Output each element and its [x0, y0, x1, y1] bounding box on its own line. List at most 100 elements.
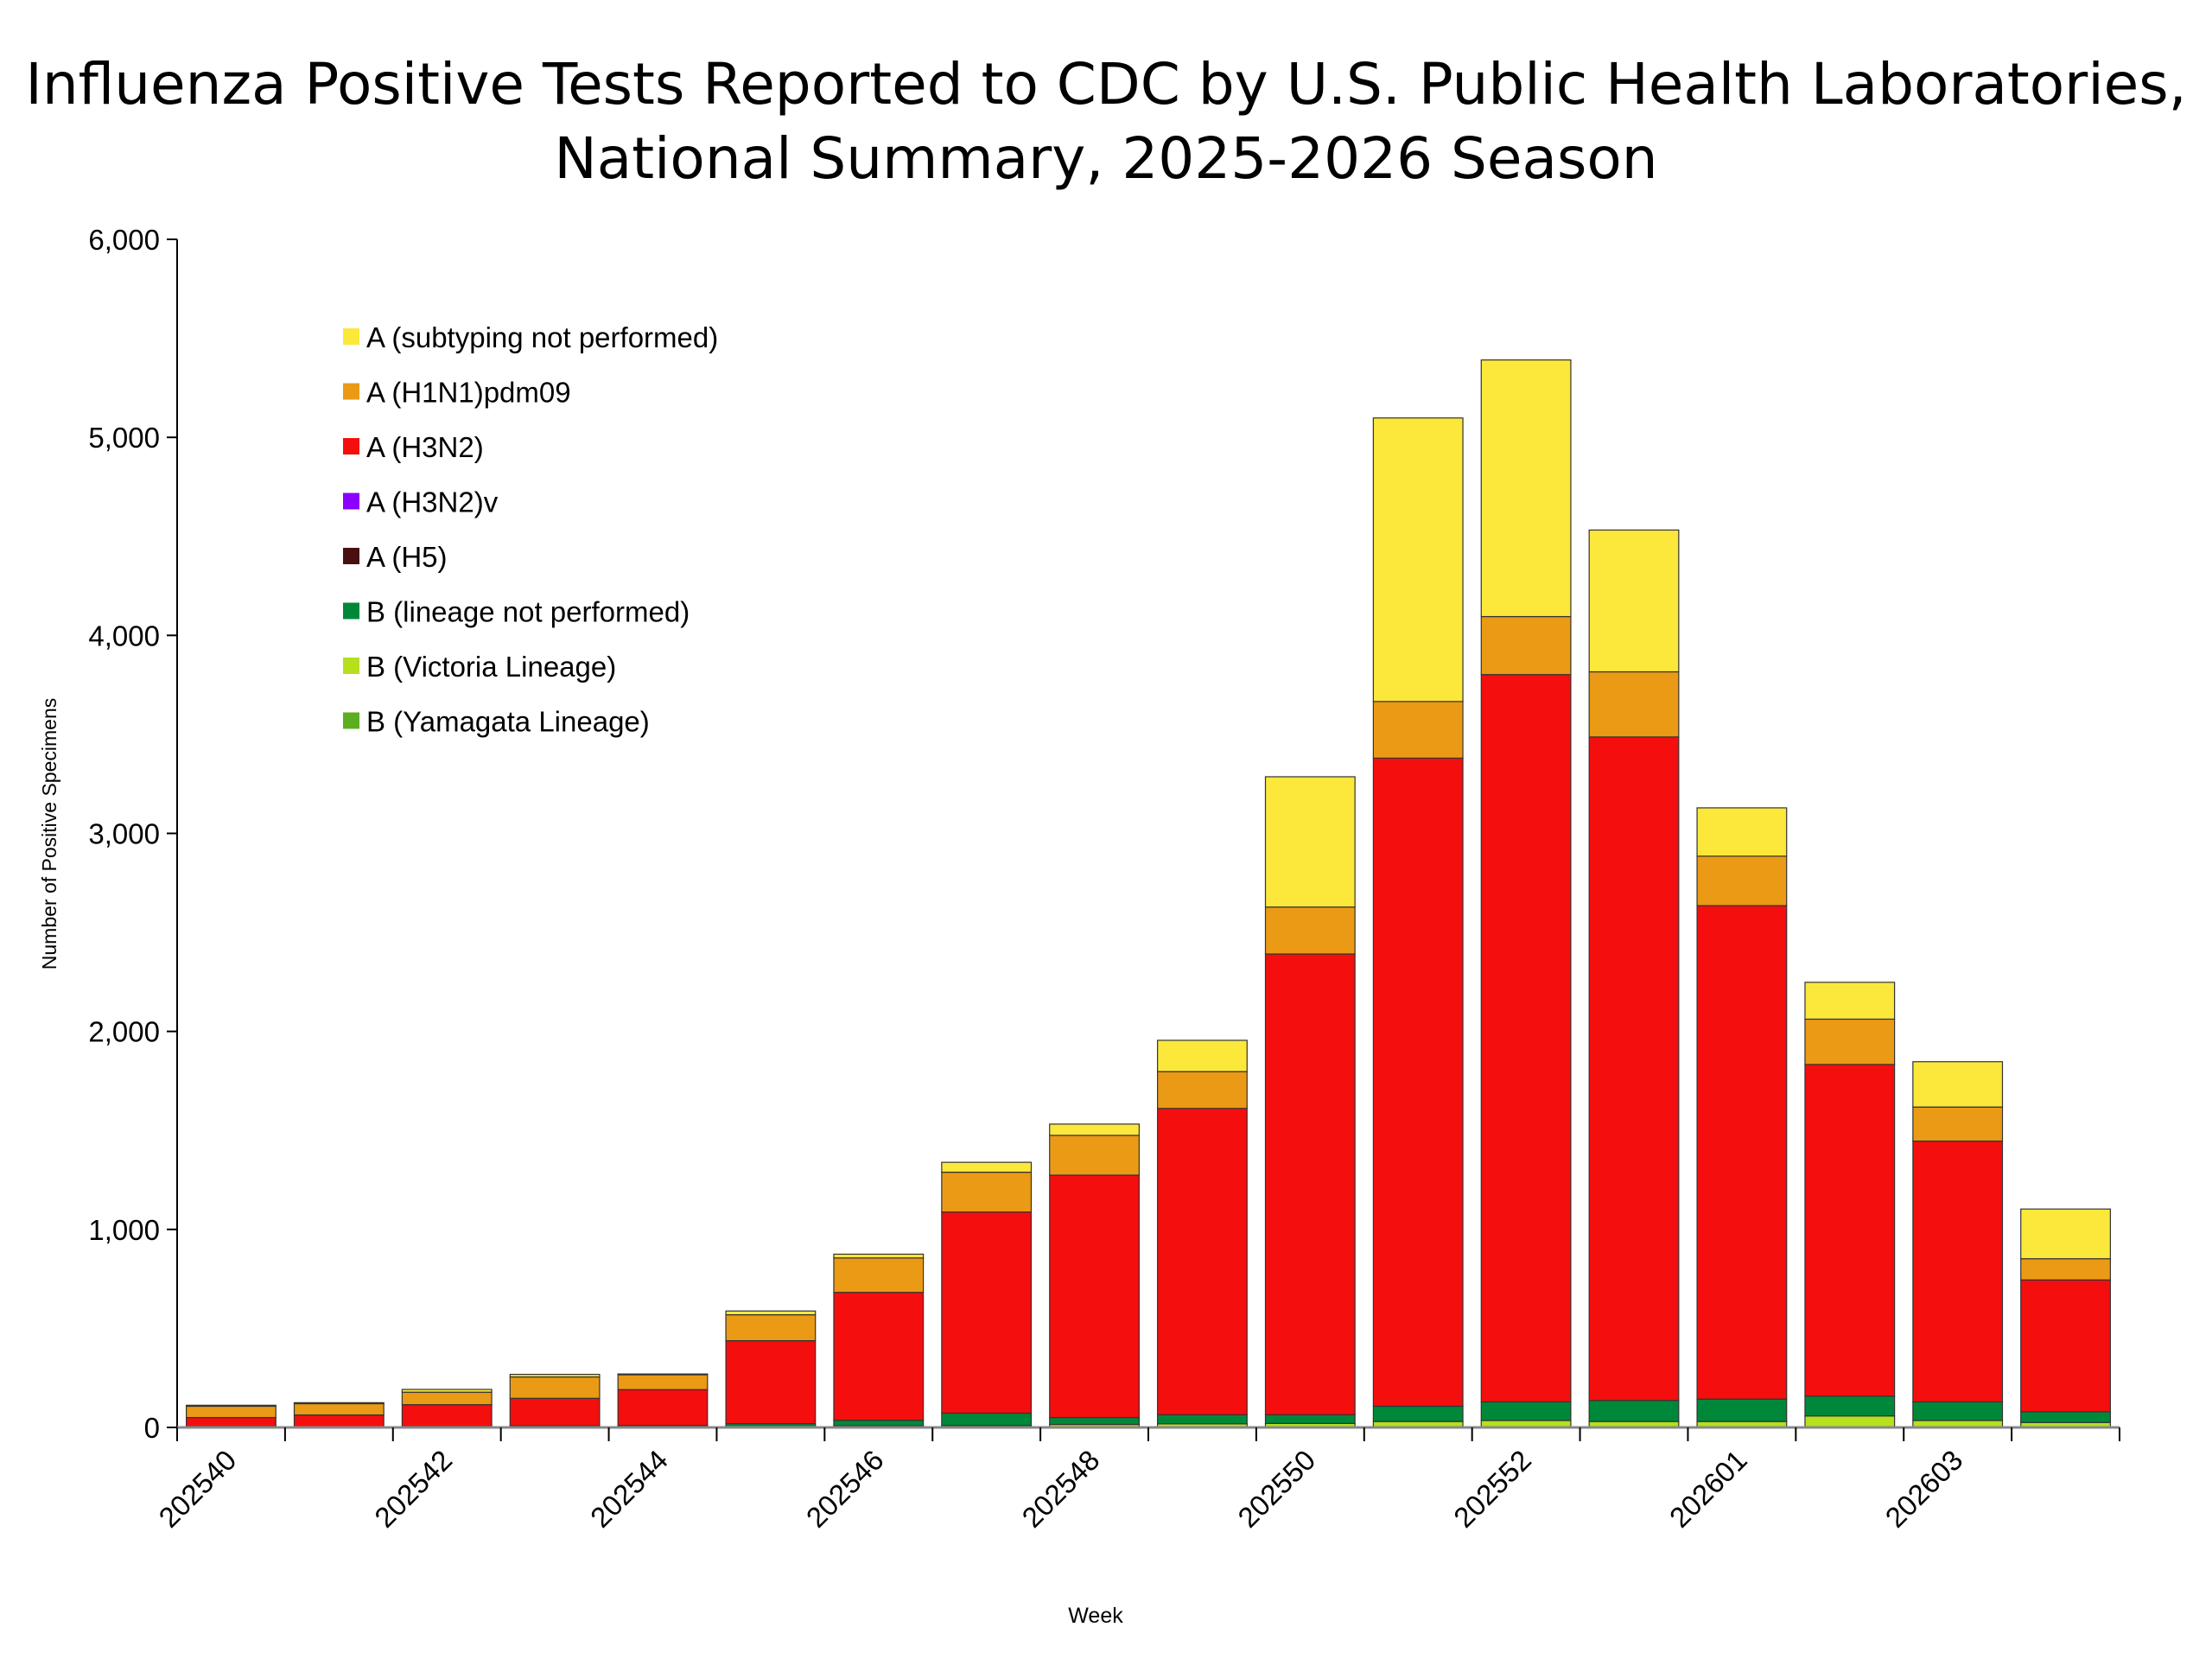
bar-segment: [1372, 701, 1464, 760]
bar-segment: [1912, 1401, 2004, 1421]
bar-segment: [1912, 1061, 2004, 1108]
y-tick-label: 1,000: [88, 1214, 160, 1246]
bar-segment: [401, 1389, 493, 1393]
bar-segment: [1912, 1141, 2004, 1403]
legend-swatch: [343, 548, 359, 564]
y-tick-label: 4,000: [88, 620, 160, 652]
bar-segment: [1804, 1395, 1896, 1417]
x-tick-label: 202552: [1447, 1444, 1537, 1534]
x-axis-label: Week: [1068, 1604, 1123, 1628]
y-tick-label: 2,000: [88, 1016, 160, 1048]
bar-segment: [1696, 1398, 1788, 1422]
bar-segment: [1696, 807, 1788, 857]
bar-segment: [941, 1412, 1033, 1427]
bar-segment: [1372, 1405, 1464, 1422]
bar-segment: [1588, 1400, 1680, 1422]
bar-segment: [401, 1404, 493, 1427]
bar-segment: [2020, 1411, 2111, 1423]
bar-segment: [1372, 757, 1464, 1408]
legend-swatch: [343, 658, 359, 674]
bar-segment: [1264, 776, 1356, 908]
bar-segment: [1696, 855, 1788, 906]
bar-segment: [1264, 906, 1356, 955]
bar-segment: [1480, 674, 1572, 1403]
bar-segment: [617, 1374, 709, 1390]
bar-segment: [293, 1402, 385, 1416]
bar-segment: [833, 1253, 925, 1259]
y-tick-label: 0: [144, 1412, 160, 1444]
bar-segment: [1804, 1018, 1896, 1065]
bar-segment: [833, 1257, 925, 1294]
legend-label: A (H3N2)v: [366, 486, 499, 518]
bar-segment: [293, 1402, 385, 1405]
bar-segment: [1049, 1123, 1140, 1136]
legend-swatch: [343, 493, 359, 510]
bar-segment: [941, 1211, 1033, 1414]
bar-segment: [725, 1314, 817, 1342]
y-axis-label: Number of Positive Specimens: [38, 698, 60, 969]
legend-swatch: [343, 438, 359, 454]
chart-title: Influenza Positive Tests Reported to CDC…: [0, 48, 2212, 196]
bar-segment: [941, 1172, 1033, 1213]
chart-subtitle: National Summary, 2025-2026 Season: [554, 125, 1658, 192]
y-tick-label: 6,000: [88, 224, 160, 256]
legend-label: A (subtyping not performed): [366, 321, 718, 353]
bar-segment: [1049, 1135, 1140, 1176]
bar-segment: [941, 1161, 1033, 1173]
legend-swatch: [343, 328, 359, 345]
bar-segment: [833, 1292, 925, 1421]
x-tick-label: 202601: [1663, 1444, 1753, 1534]
x-tick-label: 202542: [368, 1444, 458, 1534]
bar-segment: [1588, 529, 1680, 673]
legend-label: A (H3N2): [366, 431, 484, 463]
bar-segment: [617, 1389, 709, 1427]
bar-segment: [1804, 1415, 1896, 1428]
y-tick-label: 3,000: [88, 818, 160, 850]
bar-segment: [509, 1373, 601, 1378]
legend-label: B (lineage not performed): [366, 596, 690, 628]
bar-segment: [1588, 671, 1680, 738]
bar-segment: [833, 1420, 925, 1427]
bar-segment: [2020, 1258, 2111, 1281]
bar-segment: [401, 1391, 493, 1406]
bar-segment: [2020, 1279, 2111, 1413]
bar-segment: [186, 1405, 276, 1419]
bar-segment: [509, 1397, 601, 1427]
x-tick-label: 202548: [1015, 1444, 1105, 1534]
bar-segment: [1912, 1106, 2004, 1142]
legend-label: A (H5): [366, 541, 448, 573]
x-tick-label: 202550: [1231, 1444, 1321, 1534]
y-tick-label: 5,000: [88, 422, 160, 454]
bar-segment: [1588, 736, 1680, 1402]
bar-segment: [186, 1404, 276, 1408]
legend-swatch: [343, 602, 359, 620]
chart-title-line1: Influenza Positive Tests Reported to CDC…: [25, 51, 2187, 118]
bar-segment: [1804, 982, 1896, 1020]
bar-segment: [1696, 905, 1788, 1400]
bar-segment: [1480, 615, 1572, 676]
x-tick-label: 202546: [800, 1444, 890, 1534]
legend-label: B (Victoria Lineage): [366, 651, 616, 683]
legend-label: B (Yamagata Lineage): [366, 706, 650, 738]
x-tick-label: 202603: [1879, 1444, 1969, 1534]
bar-segment: [617, 1373, 709, 1376]
bar-segment: [1372, 417, 1464, 702]
legend-swatch: [343, 712, 359, 729]
bar-segment: [1480, 1401, 1572, 1421]
x-tick-label: 202544: [584, 1444, 674, 1534]
bar-segment: [1157, 1039, 1248, 1072]
bar-segment: [1049, 1174, 1140, 1419]
bar-segment: [186, 1416, 276, 1427]
bar-segment: [1480, 359, 1572, 618]
legend-swatch: [343, 383, 359, 400]
bar-segment: [725, 1310, 817, 1316]
bar-segment: [2020, 1208, 2111, 1260]
bar-segment: [509, 1376, 601, 1399]
bar-segment: [293, 1414, 385, 1427]
bar-segment: [1264, 1414, 1356, 1425]
bar-segment: [1264, 953, 1356, 1415]
legend-label: A (H1N1)pdm09: [366, 377, 571, 409]
x-tick-label: 202540: [152, 1444, 242, 1534]
bar-segment: [1157, 1108, 1248, 1415]
